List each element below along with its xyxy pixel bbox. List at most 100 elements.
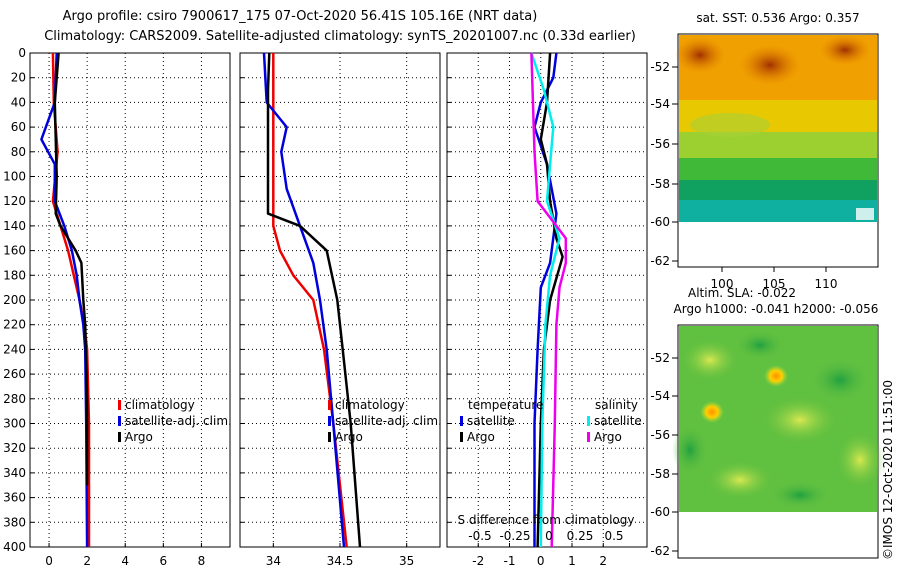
sla-light-1 xyxy=(680,338,740,382)
x-tick-label: -2 xyxy=(472,554,484,568)
depth-tick-label: 120 xyxy=(3,194,26,208)
legend-salinity-title: salinity xyxy=(595,398,638,412)
sst-map-lat-ticks: -52 -54 -56 -58 -60 -62 xyxy=(650,60,678,268)
depth-tick-label: 260 xyxy=(3,367,26,381)
depth-tick-label: 40 xyxy=(11,95,26,109)
lon-tick-label: 105 xyxy=(763,277,786,291)
legend2-argo-label: Argo xyxy=(335,430,363,444)
legend2-climatology-swatch xyxy=(328,400,331,410)
lon-tick-label: 110 xyxy=(815,277,838,291)
depth-tick-label: 80 xyxy=(11,145,26,159)
depth-tick-label: 0 xyxy=(18,46,26,60)
depth-tick-label: 400 xyxy=(3,540,26,554)
legend-temp-argo-label: Argo xyxy=(467,430,495,444)
sst-map-title: sat. SST: 0.536 Argo: 0.357 xyxy=(696,11,859,25)
lat-tick-label: -62 xyxy=(650,544,670,558)
legend-argo-label: Argo xyxy=(125,430,153,444)
legend-satellite-swatch xyxy=(118,416,121,426)
lat-tick-label: -56 xyxy=(650,137,670,151)
x-tick-label: 2 xyxy=(599,554,607,568)
salinity-panel: 34 34.5 35 xyxy=(239,52,441,568)
x-tick-label: 0 xyxy=(537,554,545,568)
temperature-panel: 0 2 4 6 8 xyxy=(29,52,231,568)
legend2-satellite-label: satellite-adj. clim. xyxy=(335,414,442,428)
lat-tick-label: -54 xyxy=(650,97,670,111)
legend-difference-panel: temperature satellite Argo salinity sate… xyxy=(460,398,642,444)
sst-ice-pixels xyxy=(856,208,874,220)
depth-tick-label: 180 xyxy=(3,268,26,282)
depth-tick-label: 140 xyxy=(3,219,26,233)
legend-temperature-panel: climatology satellite-adj. clim. Argo xyxy=(118,398,232,444)
lat-tick-label: -60 xyxy=(650,215,670,229)
sla-landmask xyxy=(679,512,877,557)
sla-map-title2: Argo h1000: -0.041 h2000: -0.056 xyxy=(674,302,879,316)
lat-tick-label: -58 xyxy=(650,467,670,481)
top-tick-label: -0.25 xyxy=(499,529,530,543)
depth-tick-label: 200 xyxy=(3,293,26,307)
legend-sal-satellite-swatch xyxy=(587,416,590,426)
x-tick-label: 0 xyxy=(45,554,53,568)
legend-climatology-label: climatology xyxy=(125,398,195,412)
s-difference-axis-label: S difference from climatology xyxy=(458,513,635,527)
sla-dark-4 xyxy=(770,481,830,509)
sst-landmask xyxy=(679,222,877,266)
legend-climatology-swatch xyxy=(118,400,121,410)
sst-map xyxy=(675,33,879,268)
legend-temp-argo-swatch xyxy=(460,432,463,442)
depth-tick-label: 100 xyxy=(3,170,26,184)
panel-frame xyxy=(29,52,231,548)
sla-light-3 xyxy=(835,430,885,490)
x-tick-label: 1 xyxy=(568,554,576,568)
depth-tick-label: 320 xyxy=(3,441,26,455)
depth-tick-label: 340 xyxy=(3,466,26,480)
sst-band-darkgreen xyxy=(679,180,877,202)
top-tick-label: 0 xyxy=(545,529,553,543)
series-line xyxy=(530,52,568,548)
header-line1: Argo profile: csiro 7900617_175 07-Oct-2… xyxy=(63,9,538,24)
legend-temp-satellite-swatch xyxy=(460,416,463,426)
sst-hotspot-1 xyxy=(675,37,725,73)
legend-sal-argo-label: Argo xyxy=(594,430,622,444)
legend-temp-satellite-label: satellite xyxy=(467,414,515,428)
sla-light-4 xyxy=(705,460,775,500)
depth-tick-label: 240 xyxy=(3,342,26,356)
sst-hotspot-2 xyxy=(740,45,800,85)
depth-tick-label: 280 xyxy=(3,392,26,406)
depth-tick-label: 20 xyxy=(11,71,26,85)
legend-temperature-title: temperature xyxy=(468,398,543,412)
sst-band-green xyxy=(679,158,877,183)
depth-tick-label: 220 xyxy=(3,318,26,332)
sla-high-1 xyxy=(764,365,788,387)
top-tick-label: 0.5 xyxy=(604,529,623,543)
depth-axis-labels: 0 20 40 60 80 100 120 140 160 180 200 220 240 260 280 3… xyxy=(3,46,26,554)
x-tick-label: -1 xyxy=(504,554,516,568)
top-tick-label: -0.5 xyxy=(468,529,491,543)
legend2-argo-swatch xyxy=(328,432,331,442)
sst-band-teal xyxy=(679,200,877,222)
footer-credit: ©IMOS 12-Oct-2020 11:51:00 xyxy=(881,380,895,560)
header-line2: Climatology: CARS2009. Satellite-adjuste… xyxy=(44,29,636,44)
legend-salinity-panel: climatology satellite-adj. clim. Argo xyxy=(328,398,442,444)
x-tick-label: 8 xyxy=(198,554,206,568)
difference-panel: -2 -1 0 1 2 xyxy=(446,52,648,568)
series-line xyxy=(266,52,362,548)
panel-frame xyxy=(239,52,441,548)
depth-tick-label: 60 xyxy=(11,120,26,134)
series-line xyxy=(40,52,89,548)
series-line xyxy=(53,52,89,486)
lat-tick-label: -52 xyxy=(650,60,670,74)
sst-hotspot-3 xyxy=(820,35,870,65)
sla-dark-3 xyxy=(672,425,708,475)
x-tick-label: 6 xyxy=(160,554,168,568)
lat-tick-label: -60 xyxy=(650,505,670,519)
legend2-climatology-label: climatology xyxy=(335,398,405,412)
legend2-satellite-swatch xyxy=(328,416,331,426)
depth-tick-label: 380 xyxy=(3,515,26,529)
sst-map-lon-ticks: 100 105 110 xyxy=(711,267,838,291)
sla-map xyxy=(672,324,885,559)
sla-map-lat-ticks: -52 -54 -56 -58 -60 -62 xyxy=(650,351,678,558)
sla-dark-2 xyxy=(810,358,870,402)
depth-tick-label: 160 xyxy=(3,244,26,258)
panel-frame xyxy=(446,52,648,548)
